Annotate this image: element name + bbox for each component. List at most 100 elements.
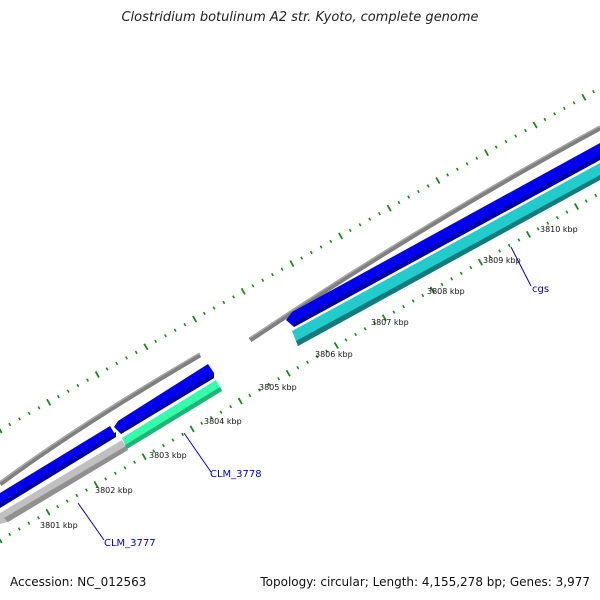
ruler-label: 3805 kbp bbox=[259, 383, 297, 392]
minor-tick bbox=[86, 378, 89, 382]
minor-tick bbox=[258, 388, 261, 392]
minor-tick bbox=[104, 477, 108, 481]
minor-tick bbox=[469, 266, 473, 270]
major-tick bbox=[93, 480, 99, 488]
major-tick bbox=[581, 93, 587, 101]
minor-tick bbox=[536, 227, 540, 231]
minor-tick bbox=[164, 334, 167, 338]
minor-tick bbox=[488, 254, 492, 259]
minor-tick bbox=[8, 532, 12, 537]
minor-tick bbox=[27, 521, 31, 525]
minor-tick bbox=[115, 361, 119, 366]
outer-tick-track bbox=[0, 90, 595, 434]
minor-tick bbox=[411, 299, 415, 303]
minor-tick bbox=[459, 271, 463, 275]
minor-tick bbox=[27, 411, 31, 416]
minor-tick bbox=[348, 228, 352, 232]
gene-reverse-cgs-shade bbox=[296, 175, 600, 346]
forward-cds-track bbox=[0, 143, 600, 508]
minor-tick bbox=[514, 134, 518, 138]
backbone-line bbox=[0, 352, 202, 487]
major-tick bbox=[240, 287, 246, 295]
minor-tick bbox=[261, 278, 265, 282]
minor-tick bbox=[572, 101, 576, 105]
major-tick bbox=[285, 369, 291, 377]
minor-tick bbox=[267, 382, 271, 387]
backbone-edge bbox=[249, 125, 600, 339]
major-tick bbox=[429, 286, 435, 294]
minor-tick bbox=[181, 432, 184, 437]
backbone bbox=[0, 125, 600, 487]
minor-tick bbox=[416, 189, 420, 194]
major-tick bbox=[0, 428, 3, 434]
minor-tick bbox=[65, 499, 69, 503]
minor-tick bbox=[498, 249, 502, 253]
major-tick bbox=[386, 204, 392, 212]
minor-tick bbox=[378, 212, 381, 216]
major-tick bbox=[338, 232, 344, 240]
minor-tick bbox=[494, 145, 498, 149]
gene-label-clm-3778[interactable]: CLM_3778 bbox=[210, 469, 262, 480]
minor-tick bbox=[171, 438, 175, 442]
minor-tick bbox=[232, 295, 235, 299]
minor-tick bbox=[440, 282, 444, 287]
minor-tick bbox=[592, 90, 595, 94]
ruler-label: 3802 kbp bbox=[95, 486, 133, 495]
ruler-label: 3801 kbp bbox=[40, 521, 78, 530]
gene-forward-2[interactable] bbox=[114, 364, 214, 434]
minor-tick bbox=[75, 493, 79, 498]
minor-tick bbox=[329, 239, 333, 244]
leader-line bbox=[77, 502, 105, 541]
minor-tick bbox=[546, 221, 550, 225]
minor-tick bbox=[300, 256, 304, 260]
ruler-label: 3804 kbp bbox=[204, 417, 242, 426]
minor-tick bbox=[553, 112, 557, 116]
gene-forward-1-shade bbox=[0, 432, 116, 508]
minor-tick bbox=[17, 527, 21, 531]
minor-tick bbox=[402, 304, 405, 309]
gene-forward-3[interactable] bbox=[286, 143, 600, 327]
minor-tick bbox=[280, 267, 284, 271]
minor-tick bbox=[37, 406, 41, 410]
gene-label-clm-3777[interactable]: CLM_3777 bbox=[104, 538, 156, 549]
minor-tick bbox=[517, 238, 521, 242]
minor-tick bbox=[76, 383, 80, 388]
minor-tick bbox=[455, 167, 459, 171]
major-tick bbox=[574, 203, 580, 211]
gene-reverse-cgs[interactable] bbox=[292, 163, 600, 346]
minor-tick bbox=[397, 200, 401, 205]
minor-tick bbox=[584, 199, 588, 203]
inner-tick-track bbox=[0, 193, 598, 544]
leader-line bbox=[183, 432, 212, 473]
major-tick bbox=[477, 258, 483, 266]
major-tick bbox=[532, 121, 538, 129]
backbone-line bbox=[248, 125, 600, 343]
major-tick bbox=[141, 453, 147, 461]
minor-tick bbox=[475, 156, 479, 160]
minor-tick bbox=[183, 322, 187, 327]
minor-tick bbox=[271, 273, 274, 277]
minor-tick bbox=[200, 421, 204, 425]
major-tick bbox=[525, 230, 531, 238]
minor-tick bbox=[125, 356, 128, 360]
minor-tick bbox=[465, 162, 469, 166]
minor-tick bbox=[358, 223, 362, 227]
major-tick bbox=[435, 176, 441, 184]
minor-tick bbox=[504, 139, 508, 144]
major-tick bbox=[381, 314, 387, 322]
minor-tick bbox=[85, 488, 88, 492]
minor-tick bbox=[392, 310, 396, 314]
minor-tick bbox=[407, 195, 411, 199]
gene-pseudo-shade bbox=[4, 446, 128, 522]
major-tick bbox=[484, 149, 489, 157]
gene-label-cgs[interactable]: cgs bbox=[532, 284, 549, 295]
minor-tick bbox=[56, 395, 60, 399]
minor-tick bbox=[306, 360, 309, 364]
major-tick bbox=[237, 397, 243, 405]
major-tick bbox=[46, 398, 52, 406]
minor-tick bbox=[56, 505, 60, 509]
minor-tick bbox=[368, 217, 372, 221]
minor-tick bbox=[373, 321, 377, 325]
major-tick bbox=[0, 538, 3, 544]
